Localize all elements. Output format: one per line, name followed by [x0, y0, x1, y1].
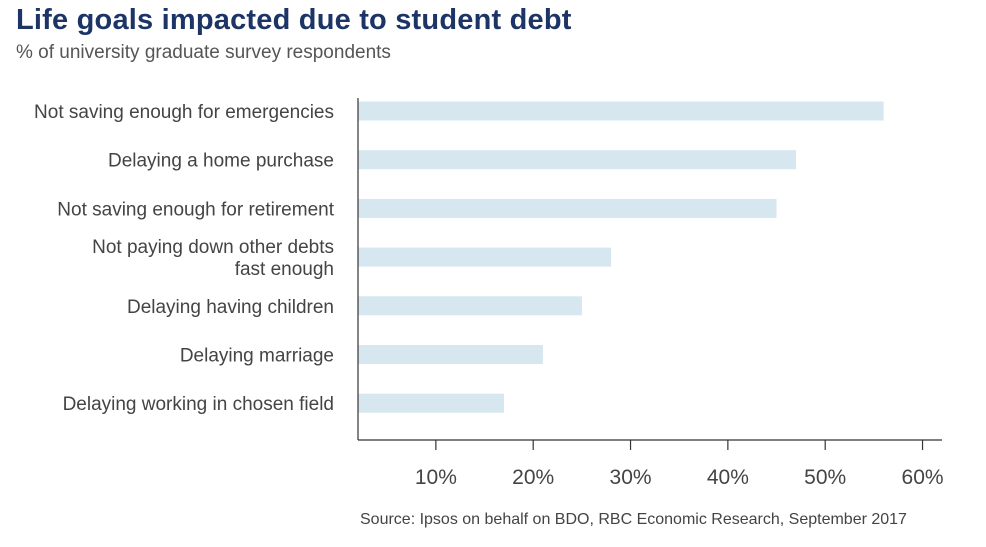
category-label: Not saving enough for emergencies — [34, 102, 334, 123]
x-tick-label: 10% — [415, 466, 457, 489]
category-label: fast enough — [235, 259, 334, 280]
x-tick-label: 60% — [902, 466, 944, 489]
source-note: Source: Ipsos on behalf on BDO, RBC Econ… — [360, 511, 907, 528]
bar-1 — [358, 150, 796, 170]
category-label: Delaying working in chosen field — [63, 394, 334, 415]
chart-subtitle: % of university graduate survey responde… — [16, 42, 391, 63]
bar-5 — [358, 345, 543, 364]
category-label: Not paying down other debts — [92, 237, 334, 258]
x-tick-label: 40% — [707, 466, 749, 489]
x-tick-label: 20% — [512, 466, 554, 489]
category-label: Delaying a home purchase — [108, 151, 334, 172]
bar-4 — [358, 296, 582, 316]
bar-0 — [358, 101, 884, 121]
x-tick-label: 50% — [804, 466, 846, 489]
bar-2 — [358, 198, 777, 218]
bar-6 — [358, 393, 504, 413]
x-tick-label: 30% — [610, 466, 652, 489]
category-label: Delaying marriage — [180, 346, 334, 367]
bar-3 — [358, 247, 612, 267]
chart-title: Life goals impacted due to student debt — [16, 4, 572, 36]
category-label: Delaying having children — [127, 297, 334, 318]
category-label: Not saving enough for retirement — [57, 199, 334, 220]
